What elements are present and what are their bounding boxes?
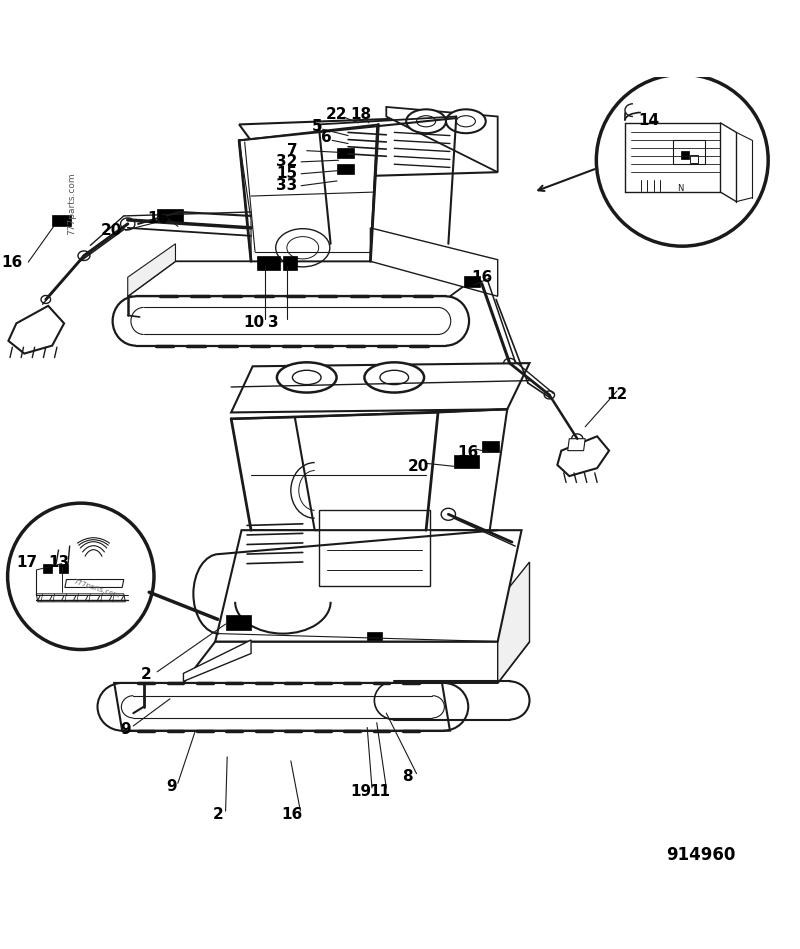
Polygon shape — [482, 441, 499, 453]
Polygon shape — [370, 228, 498, 296]
Text: 2: 2 — [212, 807, 223, 822]
Polygon shape — [337, 147, 354, 158]
Text: 16: 16 — [147, 211, 169, 226]
Text: 13: 13 — [48, 555, 69, 570]
Ellipse shape — [293, 370, 321, 384]
Polygon shape — [42, 564, 52, 573]
Text: 9: 9 — [166, 779, 177, 794]
Text: 19: 19 — [350, 784, 371, 799]
Text: 17: 17 — [16, 555, 38, 570]
Bar — [690, 155, 698, 162]
Polygon shape — [568, 438, 585, 451]
Text: 777parts.com: 777parts.com — [72, 579, 120, 600]
Polygon shape — [239, 117, 498, 178]
Text: 6: 6 — [322, 130, 332, 145]
Text: 7: 7 — [287, 143, 298, 158]
Circle shape — [8, 503, 154, 649]
Text: 20: 20 — [407, 459, 429, 474]
Text: 12: 12 — [606, 386, 628, 401]
Text: N: N — [678, 183, 684, 193]
Text: 14: 14 — [638, 113, 659, 128]
Polygon shape — [283, 255, 297, 270]
Text: 33: 33 — [276, 178, 298, 194]
Text: 914960: 914960 — [666, 846, 735, 864]
Text: 32: 32 — [276, 155, 298, 169]
Polygon shape — [454, 456, 479, 468]
Polygon shape — [337, 164, 354, 174]
Text: 8: 8 — [402, 770, 413, 784]
Text: 777parts.com: 777parts.com — [66, 173, 76, 235]
Text: 20: 20 — [101, 223, 122, 238]
Text: 16: 16 — [471, 270, 492, 286]
Polygon shape — [226, 615, 251, 629]
Polygon shape — [239, 124, 378, 261]
Text: 10: 10 — [244, 315, 265, 330]
Ellipse shape — [406, 109, 446, 133]
Polygon shape — [52, 215, 71, 226]
Text: 18: 18 — [350, 107, 371, 122]
Polygon shape — [681, 152, 689, 159]
Polygon shape — [183, 642, 530, 683]
Polygon shape — [128, 261, 498, 296]
Polygon shape — [183, 640, 251, 681]
Text: 16: 16 — [2, 254, 23, 270]
Polygon shape — [498, 562, 530, 683]
Text: 5: 5 — [312, 120, 322, 135]
Polygon shape — [114, 683, 450, 731]
Polygon shape — [367, 632, 382, 640]
Text: 3: 3 — [268, 315, 278, 330]
Text: 15: 15 — [276, 166, 298, 181]
Polygon shape — [386, 107, 498, 172]
Polygon shape — [128, 244, 175, 296]
Text: 22: 22 — [326, 107, 348, 122]
Polygon shape — [215, 530, 522, 642]
Text: 16: 16 — [282, 807, 303, 822]
Polygon shape — [58, 564, 68, 573]
Polygon shape — [9, 306, 64, 354]
Bar — [318, 511, 430, 586]
Text: 16: 16 — [457, 445, 478, 459]
Polygon shape — [65, 580, 124, 587]
Polygon shape — [36, 594, 126, 602]
Ellipse shape — [417, 116, 436, 127]
Polygon shape — [239, 140, 251, 261]
Text: 9: 9 — [120, 721, 130, 736]
Bar — [673, 140, 705, 164]
Circle shape — [596, 74, 768, 246]
Polygon shape — [558, 437, 609, 476]
Polygon shape — [157, 209, 182, 221]
Text: 11: 11 — [370, 784, 390, 799]
Polygon shape — [258, 255, 280, 270]
Ellipse shape — [446, 109, 486, 133]
Ellipse shape — [365, 363, 424, 393]
Ellipse shape — [380, 370, 409, 384]
Ellipse shape — [456, 116, 475, 127]
Polygon shape — [231, 363, 530, 413]
Text: 2: 2 — [141, 667, 151, 682]
Polygon shape — [464, 275, 480, 287]
Ellipse shape — [277, 363, 337, 393]
